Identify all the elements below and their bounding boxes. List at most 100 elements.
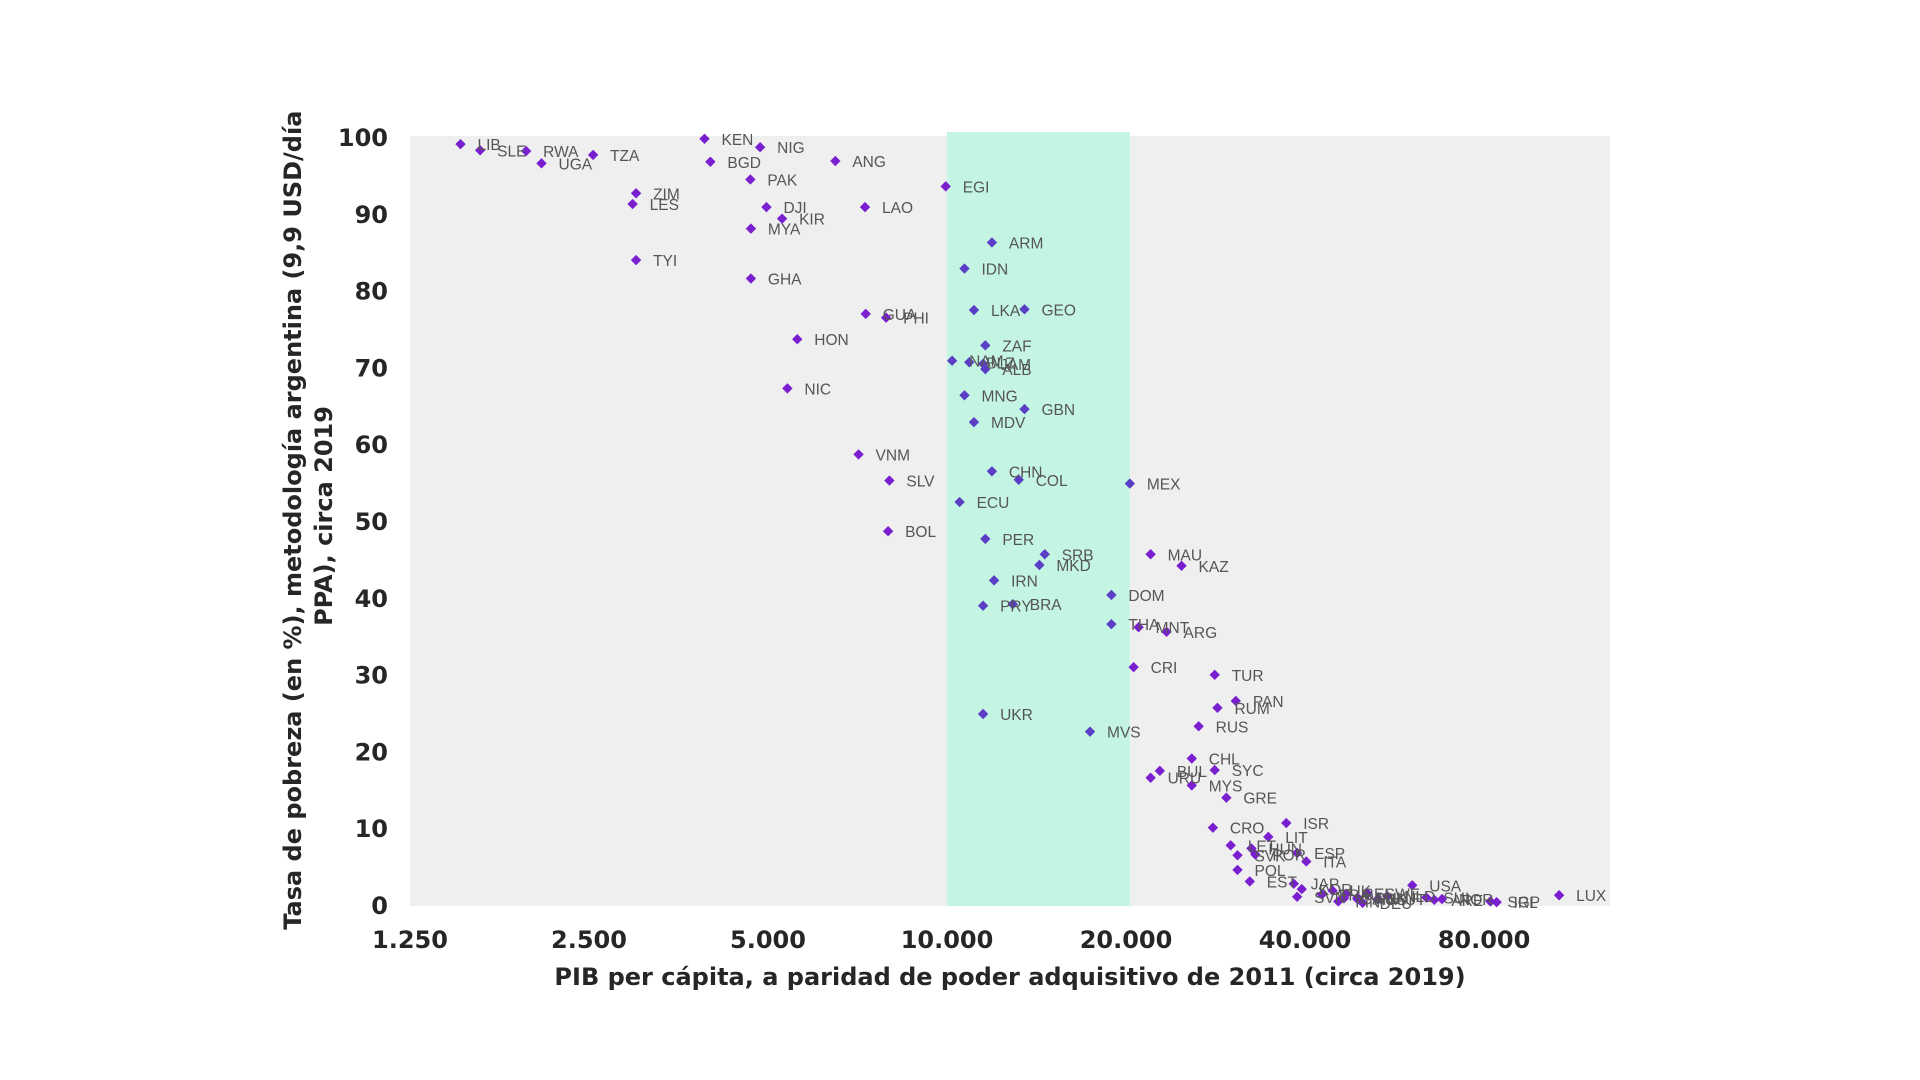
data-point-geo xyxy=(1019,304,1030,315)
data-point-per xyxy=(980,533,991,545)
data-label-ang: ANG xyxy=(852,154,886,171)
data-label-sui: SUI xyxy=(1443,891,1469,908)
data-point-gre xyxy=(1221,792,1232,803)
x-tick-label: 40.000 xyxy=(1259,926,1352,954)
data-point-slv xyxy=(884,475,895,486)
data-label-arm: ARM xyxy=(1009,235,1043,252)
data-point-sgp xyxy=(1485,896,1496,907)
data-label-hon: HON xyxy=(814,332,848,349)
data-label-lux: LUX xyxy=(1576,888,1607,905)
data-label-mex: MEX xyxy=(1147,477,1181,494)
data-point-tur xyxy=(1209,669,1220,681)
data-point-sle xyxy=(474,145,486,156)
data-point-pak xyxy=(745,174,756,185)
data-point-mnt xyxy=(1133,622,1144,633)
data-point-nam xyxy=(946,355,958,366)
y-tick-label: 10 xyxy=(355,815,388,843)
y-tick-label: 50 xyxy=(355,508,388,536)
data-label-pan: PAN xyxy=(1253,694,1284,711)
data-label-esp: ESP xyxy=(1314,846,1345,863)
data-point-mdv xyxy=(968,416,980,428)
data-point-kir xyxy=(776,213,788,224)
data-label-col: COL xyxy=(1036,473,1068,490)
y-axis-title: Tasa de pobreza (en %), metodología arge… xyxy=(279,102,338,930)
data-label-lit: LIT xyxy=(1285,830,1308,847)
data-point-svn xyxy=(1291,891,1303,902)
data-point-bel xyxy=(1341,888,1352,899)
data-label-per: PER xyxy=(1002,532,1034,549)
data-point-are xyxy=(1429,894,1440,906)
data-label-arg: ARG xyxy=(1184,625,1218,642)
data-label-fra: FRA xyxy=(1339,887,1371,904)
y-tick-label: 0 xyxy=(371,892,388,920)
data-label-dnk: DNK xyxy=(1374,891,1407,908)
y-tick-label: 20 xyxy=(355,738,388,766)
data-point-bra xyxy=(1007,598,1018,610)
data-label-can: CAN xyxy=(1361,891,1394,908)
data-label-phi: PHI xyxy=(903,311,929,328)
data-point-irn xyxy=(988,575,1000,586)
highlight-band xyxy=(947,132,1130,906)
data-label-mau: MAU xyxy=(1168,547,1202,564)
data-label-rwa: RWA xyxy=(543,144,579,161)
data-label-jam: JAM xyxy=(1000,357,1031,374)
data-point-nor xyxy=(1436,893,1448,905)
data-point-gha xyxy=(745,273,757,284)
x-tick-label: 10.000 xyxy=(901,926,994,954)
data-label-idn: IDN xyxy=(981,262,1008,279)
data-label-fin: FIN xyxy=(1355,894,1380,911)
data-point-kaz xyxy=(1176,560,1187,571)
x-tick-label: 1.250 xyxy=(372,926,448,954)
data-label-bul: BUL xyxy=(1177,764,1208,781)
data-point-egi xyxy=(940,181,951,192)
data-label-kaz: KAZ xyxy=(1199,559,1229,576)
data-label-svk: SVK xyxy=(1255,848,1287,865)
data-label-dji: DJI xyxy=(783,200,806,217)
data-point-por xyxy=(1250,849,1261,860)
data-label-est: EST xyxy=(1267,874,1298,891)
data-label-are: ARE xyxy=(1451,893,1483,910)
data-label-dom: DOM xyxy=(1128,588,1164,605)
data-point-gbn xyxy=(1019,403,1030,415)
data-points xyxy=(455,133,1565,909)
data-point-sui xyxy=(1421,892,1432,903)
data-label-zim: ZIM xyxy=(653,186,680,203)
data-label-uga: UGA xyxy=(559,156,593,173)
data-label-geo: GEO xyxy=(1041,302,1075,319)
data-point-rus xyxy=(1193,721,1204,732)
data-point-uga xyxy=(536,158,547,169)
data-point-cro xyxy=(1207,822,1219,833)
data-point-tha xyxy=(1106,618,1117,630)
data-point-can xyxy=(1338,893,1350,904)
data-point-uk xyxy=(1327,885,1338,896)
data-point-lib xyxy=(455,138,466,150)
data-point-hon xyxy=(792,334,803,345)
data-point-ang xyxy=(830,155,841,167)
data-point-bgd xyxy=(705,156,716,168)
y-tick-label: 40 xyxy=(355,585,388,613)
x-tick-label: 80.000 xyxy=(1438,926,1531,954)
data-point-nic xyxy=(782,383,793,394)
data-point-nig xyxy=(754,142,766,153)
data-point-gua xyxy=(860,308,871,320)
data-label-mng: MNG xyxy=(981,388,1017,405)
data-label-deu: DEU xyxy=(1380,896,1413,913)
data-point-mex xyxy=(1124,478,1136,489)
data-label-cri: CRI xyxy=(1151,660,1178,677)
y-axis: 0 10 20 30 40 50 60 70 80 90 100 xyxy=(338,124,388,920)
data-label-nor: NOR xyxy=(1459,892,1493,909)
data-label-bra: BRA xyxy=(1030,597,1063,614)
y-tick-label: 30 xyxy=(355,662,388,690)
data-label-lka: LKA xyxy=(991,303,1021,320)
data-label-mvs: MVS xyxy=(1107,725,1141,742)
data-label-let: LET xyxy=(1248,838,1277,855)
data-point-les xyxy=(627,198,638,210)
data-point-phi xyxy=(880,312,892,323)
data-label-srb: SRB xyxy=(1062,547,1094,564)
data-label-alb: ALB xyxy=(1002,362,1031,379)
data-label-blz: BLZ xyxy=(986,355,1014,372)
data-label-gua: GUA xyxy=(883,307,917,324)
data-label-tyi: TYI xyxy=(653,253,677,270)
data-label-rum: RUM xyxy=(1234,701,1269,718)
